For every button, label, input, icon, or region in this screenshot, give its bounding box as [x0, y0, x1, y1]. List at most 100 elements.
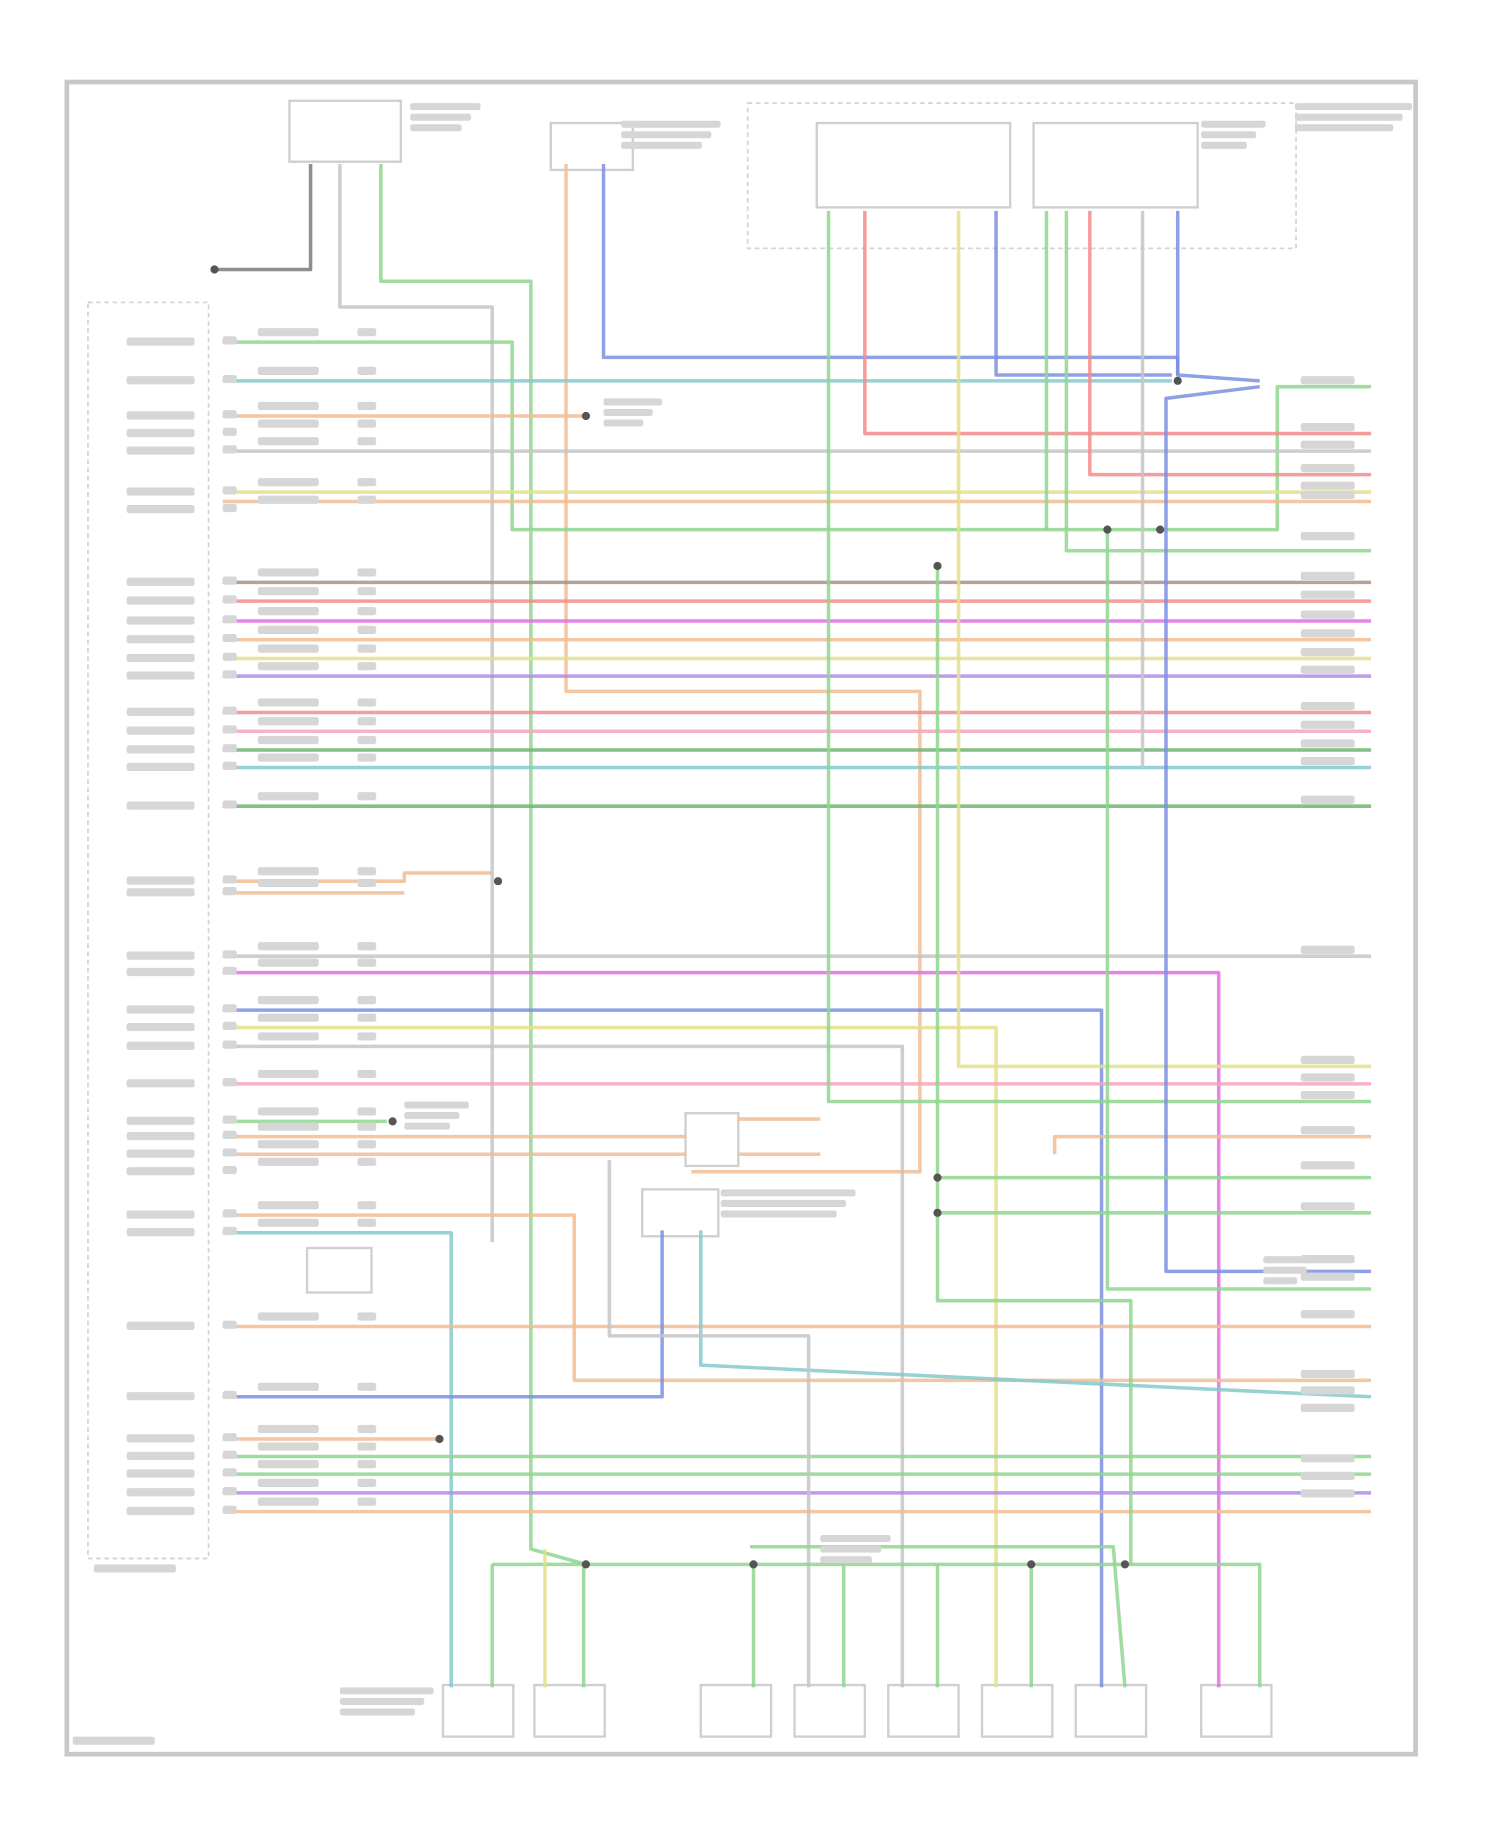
destination-label — [1300, 1310, 1355, 1319]
pin-name-label — [126, 1079, 195, 1088]
pin-name-label — [126, 376, 195, 385]
wire-color-code-label — [257, 996, 319, 1005]
component-name-label — [404, 1112, 460, 1120]
component-name-label — [1294, 124, 1394, 132]
wire-green — [379, 164, 587, 1567]
pin-number-label — [222, 615, 237, 624]
wire-color-code-label — [257, 753, 319, 762]
circuit-number-label — [357, 328, 377, 337]
pin-name-label — [126, 411, 195, 420]
component-name-label — [820, 1556, 872, 1564]
wire-color-code-label — [257, 1460, 319, 1469]
pin-name-label — [126, 653, 195, 663]
circuit-number-label — [357, 1424, 377, 1434]
pin-number-label — [222, 1115, 237, 1124]
circuit-number-label — [357, 625, 377, 634]
pin-number-label — [222, 1390, 237, 1400]
pin-number-label — [222, 1450, 237, 1459]
module-name-label — [93, 1564, 176, 1573]
relay-box — [1032, 121, 1199, 209]
pin-name-label — [126, 707, 195, 716]
component-name-label — [404, 1122, 451, 1130]
pin-name-label — [126, 745, 195, 754]
component-name-label — [1201, 120, 1266, 128]
wire-color-code-label — [257, 1157, 319, 1166]
component-name-label — [621, 120, 721, 128]
splice-point-icon — [749, 1560, 758, 1569]
pin-number-label — [222, 744, 237, 753]
circuit-number-label — [357, 1157, 377, 1166]
circuit-number-label — [357, 437, 377, 446]
destination-label — [1300, 464, 1355, 473]
wire-grey — [607, 1160, 811, 1688]
pin-number-label — [222, 725, 237, 734]
wire-color-code-label — [257, 1069, 319, 1079]
relay-center-frame — [746, 102, 1297, 250]
component-name-label — [410, 113, 472, 121]
wire-color-code-label — [257, 328, 319, 337]
circuit-number-label — [357, 478, 377, 487]
circuit-number-label — [357, 1218, 377, 1227]
wire-color-code-label — [257, 698, 319, 707]
component-name-label — [603, 398, 663, 406]
pin-number-label — [222, 445, 237, 454]
wire-green — [826, 210, 1372, 1104]
wire-color-code-label — [257, 1442, 319, 1451]
wire-green — [1105, 529, 1372, 1291]
pin-number-label — [222, 1004, 237, 1013]
wire-color-code-label — [257, 792, 319, 801]
wire-color-code-label — [257, 1218, 319, 1227]
wire-yellow — [222, 1025, 998, 1688]
component-name-label — [1263, 1256, 1316, 1264]
pin-name-label — [126, 951, 195, 960]
pin-number-label — [222, 576, 237, 585]
pin-name-label — [126, 1022, 195, 1032]
circuit-number-label — [357, 419, 377, 428]
pin-number-label — [222, 887, 237, 896]
pin-name-label — [126, 487, 195, 496]
splice-point-icon — [581, 1560, 591, 1569]
pin-name-label — [126, 1469, 195, 1478]
destination-label — [1300, 1369, 1355, 1379]
circuit-number-label — [357, 1122, 377, 1131]
circuit-number-label — [357, 698, 377, 707]
wire-color-code-label — [257, 1032, 319, 1041]
circuit-number-label — [357, 1312, 377, 1321]
destination-label — [1300, 1126, 1355, 1135]
wire-red — [863, 210, 1372, 436]
component-name-label — [410, 103, 481, 111]
pin-name-label — [126, 616, 195, 625]
circuit-number-label — [357, 792, 377, 801]
destination-label — [1300, 1272, 1355, 1281]
wire-color-code-label — [257, 942, 319, 951]
component-name-label — [603, 408, 653, 416]
destination-label — [1300, 481, 1355, 490]
splice-point-icon — [1027, 1560, 1036, 1569]
wire-green — [935, 565, 1133, 1565]
pin-name-label — [126, 967, 195, 977]
connector-box — [699, 1683, 773, 1738]
destination-label — [1300, 1055, 1355, 1064]
pin-number-label — [222, 1433, 237, 1442]
pin-name-label — [126, 1005, 195, 1014]
wire-color-code-label — [257, 1122, 319, 1131]
component-name-label — [1201, 131, 1257, 139]
wire-color-code-label — [257, 1478, 319, 1488]
splice-point-icon — [581, 411, 591, 421]
destination-label — [1300, 1073, 1355, 1082]
circuit-number-label — [357, 644, 377, 653]
circuit-number-label — [357, 735, 377, 745]
wire-color-code-label — [257, 1107, 319, 1116]
pin-name-label — [126, 577, 195, 586]
pin-number-label — [222, 410, 237, 419]
pin-number-label — [222, 875, 237, 884]
destination-label — [1300, 756, 1355, 766]
circuit-number-label — [357, 753, 377, 762]
circuit-number-label — [357, 568, 377, 577]
wire-color-code-label — [257, 1013, 319, 1022]
pin-name-label — [126, 762, 195, 772]
control-module-frame — [87, 301, 210, 1560]
wire-color-code-label — [257, 366, 319, 375]
pin-name-label — [126, 671, 195, 680]
destination-label — [1300, 629, 1355, 638]
